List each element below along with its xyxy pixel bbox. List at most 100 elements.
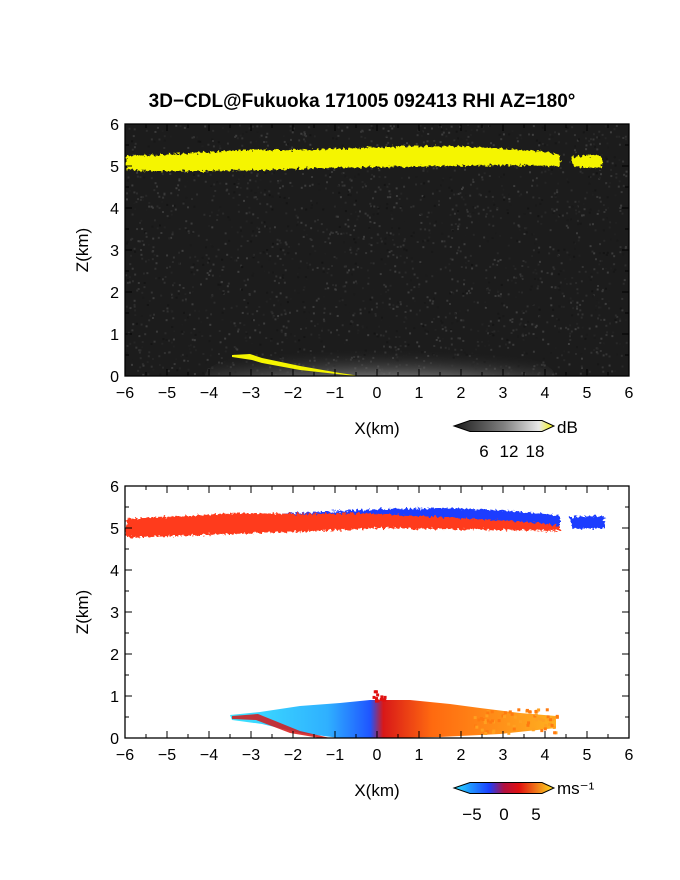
noise-pixel (352, 325, 355, 328)
noise-pixel (377, 186, 380, 189)
noise-pixel (335, 257, 338, 260)
noise-pixel (302, 235, 305, 238)
noise-pixel (490, 142, 493, 145)
noise-pixel (260, 125, 263, 128)
noise-pixel (310, 320, 313, 323)
noise-pixel (324, 287, 327, 290)
noise-pixel (608, 185, 611, 188)
noise-pixel (605, 156, 608, 159)
noise-pixel (593, 145, 596, 148)
noise-pixel (588, 175, 591, 178)
noise-pixel (289, 129, 292, 132)
noise-pixel (444, 245, 447, 248)
noise-pixel (279, 187, 282, 190)
noise-pixel (448, 186, 451, 189)
noise-pixel (294, 340, 297, 343)
noise-pixel (606, 196, 609, 199)
noise-pixel (134, 250, 137, 253)
noise-pixel (607, 159, 610, 162)
noise-pixel (511, 321, 514, 324)
noise-pixel (332, 137, 335, 140)
noise-pixel (388, 297, 391, 300)
noise-pixel (149, 314, 152, 317)
noise-pixel (351, 273, 354, 276)
noise-pixel (567, 328, 570, 331)
noise-pixel (580, 320, 583, 323)
noise-pixel (556, 356, 559, 359)
noise-pixel (503, 198, 506, 201)
noise-pixel (497, 294, 500, 297)
noise-pixel (347, 269, 350, 272)
noise-pixel (370, 140, 373, 143)
noise-pixel (268, 194, 271, 197)
noise-pixel (353, 238, 356, 241)
noise-pixel (518, 291, 521, 294)
noise-pixel (376, 144, 379, 147)
noise-pixel (499, 293, 502, 296)
noise-pixel (304, 184, 307, 187)
noise-pixel (141, 196, 144, 199)
noise-pixel (352, 268, 355, 271)
noise-pixel (589, 245, 592, 248)
noise-pixel (188, 313, 191, 316)
noise-pixel (566, 219, 569, 222)
noise-pixel (463, 278, 466, 281)
noise-pixel (236, 180, 239, 183)
noise-pixel (605, 267, 608, 270)
noise-pixel (141, 346, 144, 349)
noise-pixel (450, 329, 453, 332)
noise-pixel (171, 233, 174, 236)
noise-pixel (282, 278, 285, 281)
noise-pixel (211, 199, 214, 202)
noise-pixel (515, 276, 518, 279)
noise-pixel (257, 261, 260, 264)
noise-pixel (366, 326, 369, 329)
noise-pixel (571, 205, 574, 208)
noise-pixel (336, 314, 339, 317)
noise-pixel (178, 367, 181, 370)
noise-pixel (243, 199, 246, 202)
noise-pixel (576, 322, 579, 325)
noise-pixel (557, 249, 560, 252)
noise-pixel (227, 290, 230, 293)
noise-pixel (318, 245, 321, 248)
noise-pixel (191, 338, 194, 341)
noise-pixel (183, 331, 186, 334)
noise-pixel (383, 183, 386, 186)
noise-pixel (316, 218, 319, 221)
noise-pixel (550, 304, 553, 307)
noise-pixel (281, 341, 284, 344)
noise-pixel (346, 271, 349, 274)
noise-pixel (420, 213, 423, 216)
noise-pixel (368, 243, 371, 246)
noise-pixel (343, 265, 346, 268)
noise-pixel (158, 207, 161, 210)
speckle-pixel (374, 699, 378, 703)
noise-pixel (574, 200, 577, 203)
noise-pixel (131, 280, 134, 283)
noise-pixel (134, 208, 137, 211)
noise-pixel (126, 240, 129, 243)
noise-pixel (450, 178, 453, 181)
noise-pixel (291, 185, 294, 188)
noise-pixel (571, 126, 574, 129)
noise-pixel (300, 221, 303, 224)
noise-pixel (198, 310, 201, 313)
noise-pixel (423, 195, 426, 198)
noise-pixel (532, 179, 535, 182)
noise-pixel (209, 334, 212, 337)
noise-pixel (186, 206, 189, 209)
noise-pixel (140, 253, 143, 256)
noise-pixel (540, 215, 543, 218)
noise-pixel (137, 369, 140, 372)
noise-pixel (200, 292, 203, 295)
noise-pixel (582, 370, 585, 373)
noise-pixel (604, 137, 607, 140)
velocity-colorbar-tick-0: −5 (462, 805, 481, 824)
noise-pixel (560, 305, 563, 308)
noise-pixel (439, 319, 442, 322)
noise-pixel (448, 302, 451, 305)
noise-pixel (538, 260, 541, 263)
noise-pixel (441, 321, 444, 324)
noise-pixel (194, 333, 197, 336)
